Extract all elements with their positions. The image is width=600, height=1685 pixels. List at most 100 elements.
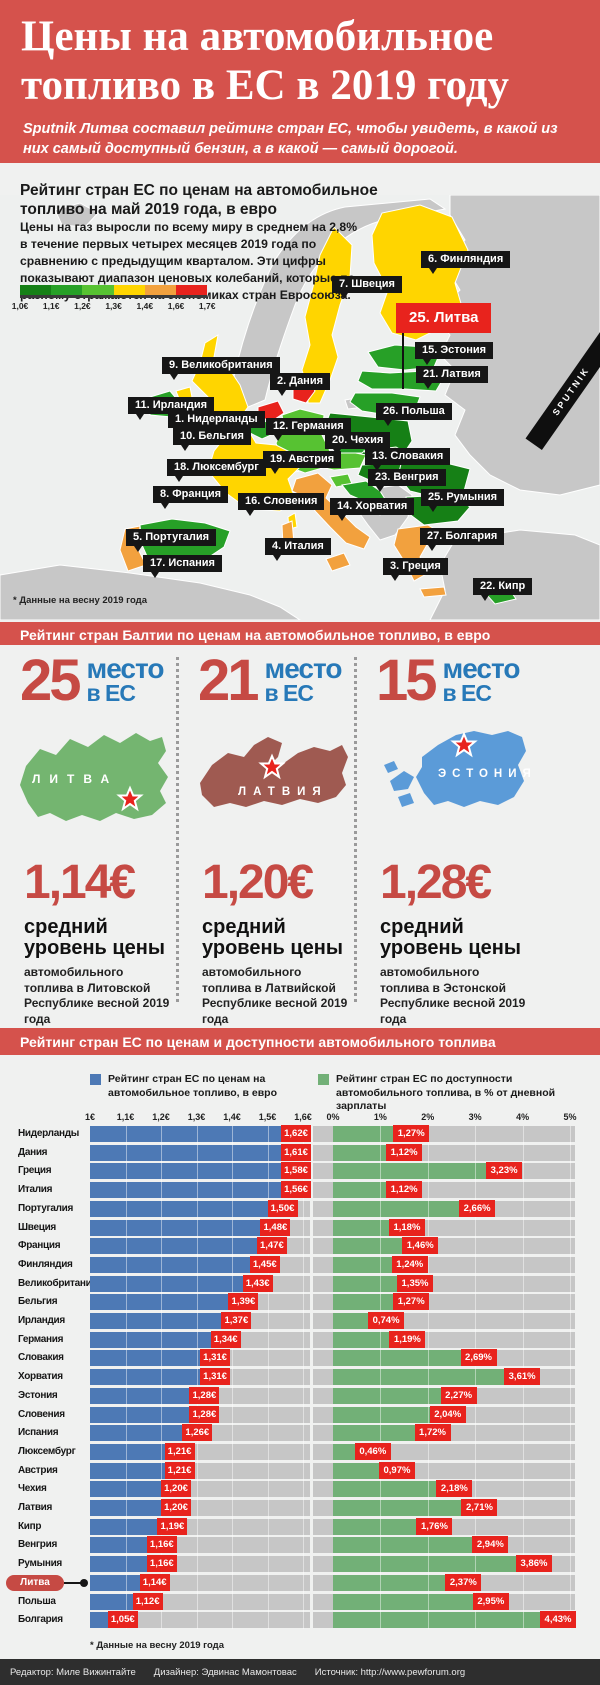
pct-bar [333,1182,387,1199]
price-bar [90,1182,289,1199]
price-bar [90,1350,201,1367]
map-country-label: 21. Латвия [416,366,488,389]
price-gridline [196,1126,198,1629]
price-bar [90,1574,140,1591]
map-section: Рейтинг стран ЕС по ценам на автомобильн… [0,163,600,622]
pct-bar [333,1612,543,1629]
price-value-label: 1,37€ [221,1312,252,1329]
scale-tick: 1,7€ [198,301,216,311]
pct-bar [333,1238,403,1255]
pct-value-label: 0,74% [368,1312,405,1329]
pct-value-label: 1,24% [391,1255,428,1273]
credit-source: Источник: http://www.pewforum.org [314,1666,466,1678]
price-gridline [303,1126,304,1629]
pct-bar [333,1331,390,1348]
row-country-label: Дания [18,1146,48,1158]
price-axis-tick: 1,4€ [223,1112,241,1122]
price-value-label: 1,56€ [281,1181,311,1199]
column-separator [354,657,357,1002]
price-axis-tick: 1,5€ [258,1112,277,1122]
price-value-label: 1,16€ [146,1536,177,1554]
estonia-island [390,771,414,791]
dual-bar-chart: Рейтинг стран ЕС по ценам на автомобильн… [0,1055,600,1659]
price-value-label: 1,62€ [281,1125,311,1142]
pct-bar [333,1593,473,1610]
pct-bar [333,1425,415,1442]
price-value-label: 1,16€ [146,1555,177,1573]
pct-value-label: 1,27% [393,1125,430,1142]
pct-value-label: 2,04% [429,1405,466,1423]
map-country-label: 13. Словакия [365,448,451,471]
rank-caption: место в ЕС [264,653,343,706]
scale-tick: 1,0€ [11,301,29,311]
pct-value-label: 2,66% [459,1199,496,1217]
price-axis-tick: 1,6€ [294,1112,312,1122]
estonia-label: ЭСТОНИЯ [438,768,530,780]
map-country-label: 20. Чехия [325,432,391,455]
map-country-label: 10. Бельгия [173,428,251,451]
pct-axis-tick: 5% [563,1112,577,1122]
price-gridline [232,1126,233,1629]
price-color-scale [20,285,208,298]
pct-bar [333,1294,394,1311]
price-bar [90,1481,161,1498]
pct-value-label: 1,12% [386,1143,423,1161]
pct-bar [333,1537,473,1554]
price-lead: средний уровень цены [202,916,343,959]
price-value-label: 1,20€ [161,1499,191,1516]
pct-bar [333,1163,487,1180]
legend-afford-swatch [318,1074,329,1085]
price-lead: средний уровень цены [380,916,521,959]
map-country-label: 19. Австрия [263,451,342,474]
price-bar [90,1462,165,1479]
pct-bar [333,1462,379,1479]
row-country-label: Финляндия [18,1258,73,1270]
price-bar [90,1387,190,1404]
scale-segment [20,285,52,295]
rank-number: 15 [376,648,437,713]
price-value-label: 1,21€ [164,1442,195,1460]
latvia-label: ЛАТВИЯ [238,786,328,798]
scale-tick: 1,6€ [167,301,185,311]
price-value-label: 1,19€ [157,1517,188,1535]
price-bar [90,1256,250,1273]
credit-editor: Редактор: Миле Вижинтайте [10,1666,136,1678]
map-country-label: 2. Дания [270,373,331,396]
price-bar [90,1500,161,1516]
row-country-label: Болгария [18,1614,63,1626]
capital-star-icon [116,785,144,812]
pct-value-label: 0,46% [354,1442,391,1460]
scale-segment [51,285,83,295]
pct-value-label: 2,95% [472,1592,509,1610]
pct-bar [333,1387,441,1404]
map-region-sicily [325,552,351,572]
pct-axis-tick: 3% [468,1112,482,1122]
price-bar [90,1126,311,1142]
pct-value-label: 3,61% [504,1368,541,1386]
price-details: автомобильного топлива в Латвийской Респ… [202,965,348,1026]
baltic-col-lithuania: 25 место в ЕС ЛИТВА 1,14€ средний уровен… [14,645,184,1028]
row-country-label: Греция [18,1165,52,1177]
scale-segment [175,285,208,295]
map-country-label: 3. Греция [383,558,448,581]
chart-footnote: * Данные на весну 2019 года [90,1640,224,1651]
row-country-label: Бельгия [18,1296,58,1308]
pct-value-label: 2,69% [460,1349,497,1367]
rank-number: 21 [198,648,259,713]
rank-row: 21 место в ЕС [198,648,343,713]
pct-value-label: 0,97% [378,1461,415,1479]
price-bar [90,1200,268,1217]
row-country-label: Великобритания [18,1277,97,1289]
row-country-label: Германия [18,1333,64,1345]
map-country-label: 27. Болгария [420,528,505,551]
row-country-label: Ирландия [18,1315,65,1326]
row-country-label: Франция [18,1240,61,1252]
price-value-label: 1,47€ [256,1237,287,1255]
price-value-label: 1,26€ [182,1424,213,1442]
map-country-label: 11. Ирландия [128,397,215,420]
price-bar [90,1144,307,1161]
map-country-label: 6. Финляндия [421,251,511,274]
price-value-label: 1,58€ [281,1162,311,1180]
estonia-shape [416,731,526,807]
price-value-label: 1,21€ [164,1461,195,1479]
